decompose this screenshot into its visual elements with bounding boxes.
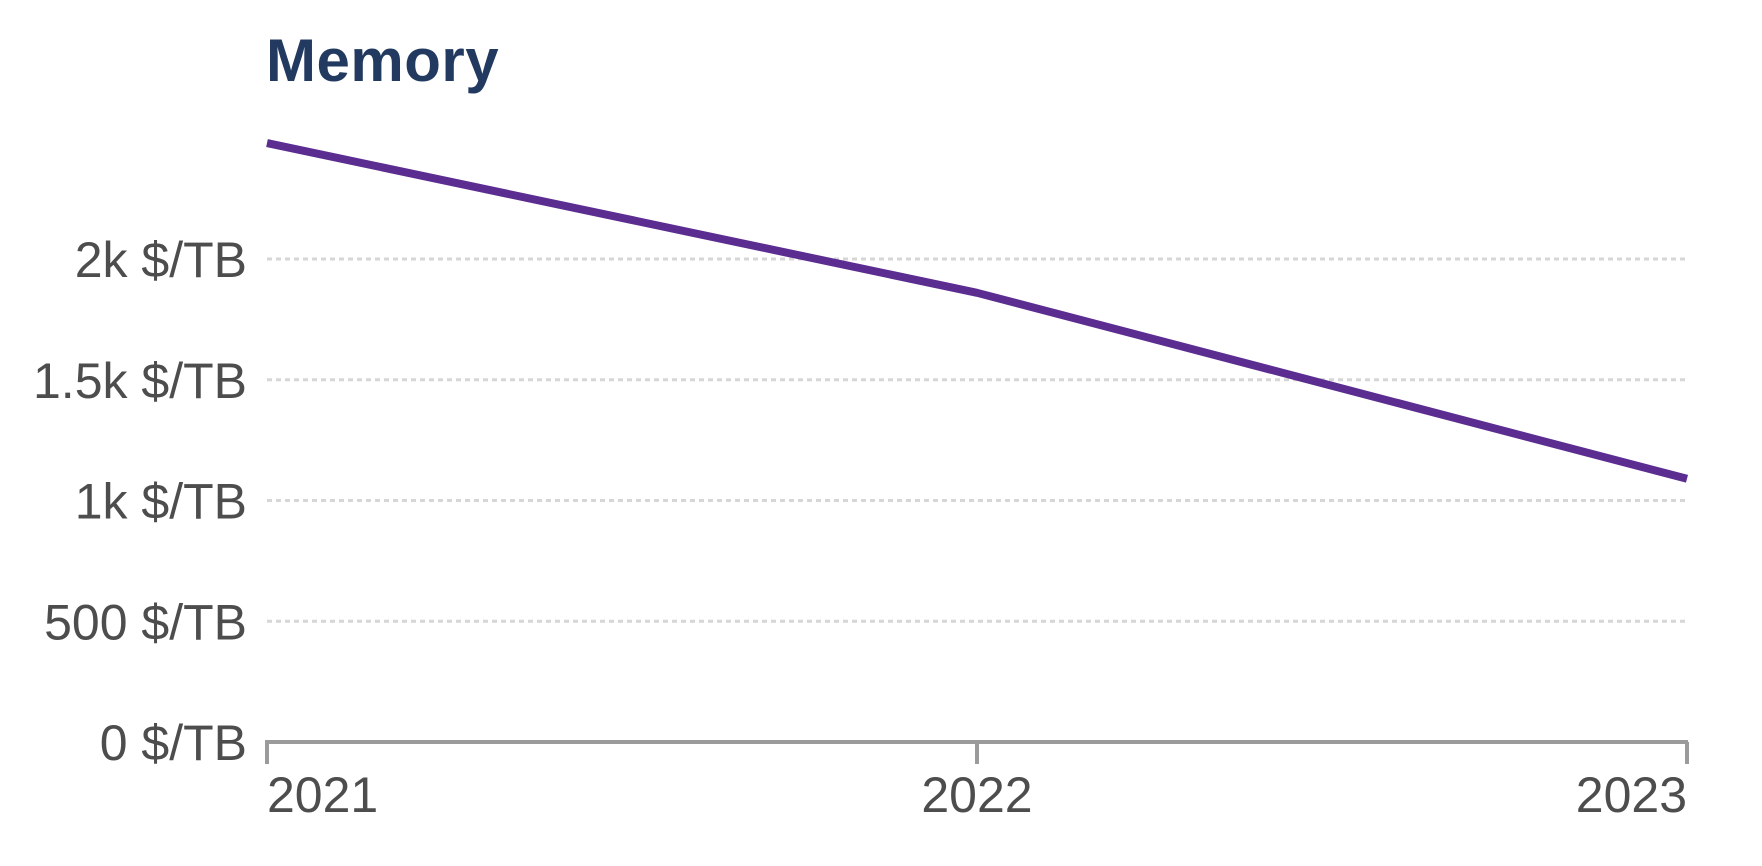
y-tick-label: 1k $/TB [75, 474, 247, 530]
y-tick-label: 0 $/TB [100, 715, 247, 771]
y-tick-label: 1.5k $/TB [33, 353, 247, 409]
y-tick-label: 2k $/TB [75, 232, 247, 288]
chart-title: Memory [266, 27, 500, 94]
x-tick-label: 2023 [1576, 767, 1687, 823]
x-tick-label: 2021 [267, 767, 378, 823]
x-tick-label: 2022 [921, 767, 1032, 823]
memory-series-line [266, 139, 1689, 483]
y-tick-label: 500 $/TB [44, 594, 247, 650]
